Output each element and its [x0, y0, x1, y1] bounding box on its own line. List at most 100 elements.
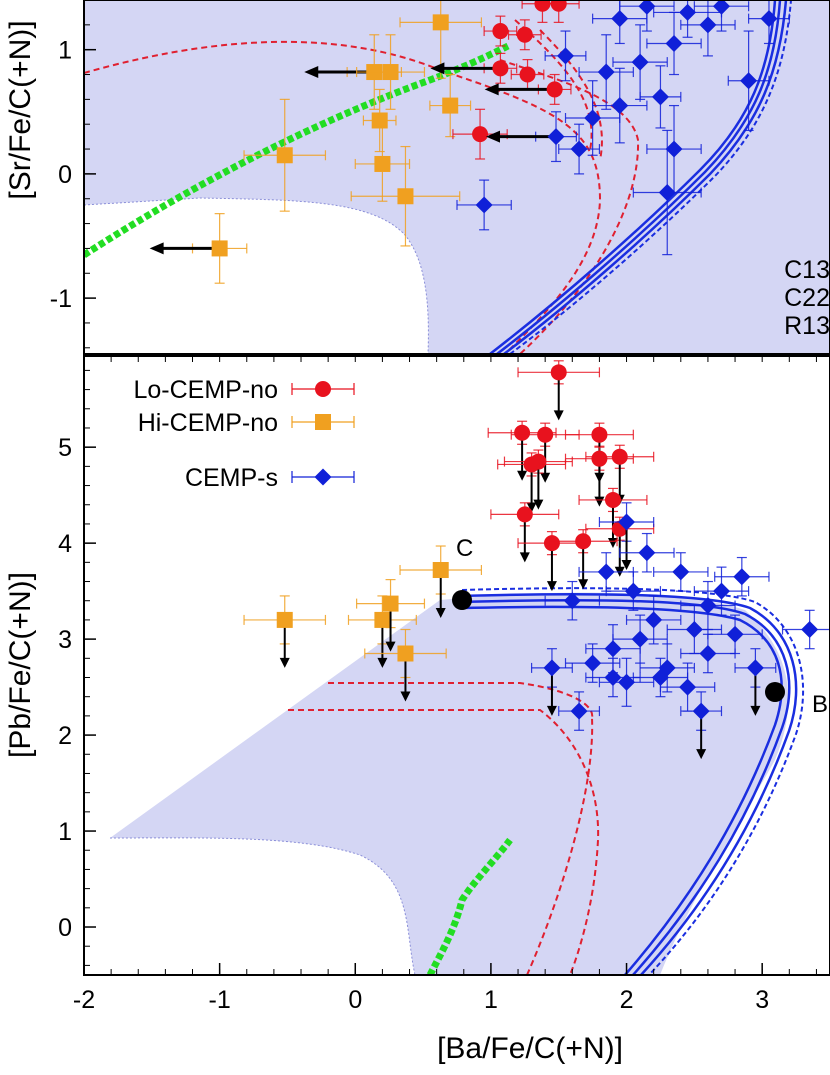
- cemp-s-marker: [638, 0, 656, 15]
- cemp-s-marker: [692, 702, 710, 720]
- cemp-s-marker: [685, 621, 703, 638]
- limit-arrow-head: [519, 552, 530, 563]
- cemp-s-marker: [733, 568, 751, 586]
- cemp-s-marker: [665, 140, 683, 158]
- cemp-s-marker: [570, 140, 588, 158]
- top-panel: -1 0 1 [Sr/Fe/C(+N)] C13 C22 R13: [4, 0, 830, 355]
- bottom-r13-model-lines: [288, 682, 600, 975]
- endpoint-c-marker: [452, 590, 472, 610]
- hi-cemp-no-marker: [442, 97, 459, 114]
- limit-arrow-head: [750, 705, 761, 716]
- limit-arrow-head: [533, 499, 544, 510]
- cemp-s-marker: [638, 544, 656, 562]
- cemp-s-marker: [557, 47, 574, 65]
- cemp-s-point: [598, 502, 655, 571]
- legend-marker-lo: [315, 381, 331, 397]
- cemp-s-marker: [543, 659, 561, 677]
- lo-cemp-no-marker: [575, 533, 592, 550]
- lo-cemp-no-marker: [523, 456, 540, 473]
- cemp-s-point: [693, 0, 750, 32]
- cemp-s-marker: [726, 625, 744, 643]
- limit-arrow-head: [435, 608, 446, 619]
- cemp-s-point: [639, 65, 682, 129]
- cemp-s-point: [578, 552, 634, 592]
- hi-cemp-no-marker: [374, 155, 391, 172]
- bottom-c13-model-lines-dashed: [461, 587, 805, 975]
- cemp-s-marker: [584, 109, 602, 127]
- cemp-s-point: [680, 633, 736, 674]
- cemp-s-marker: [584, 654, 602, 672]
- lo-cemp-no-marker: [537, 426, 554, 443]
- lo-cemp-no-point: [503, 449, 573, 510]
- bottom-y-ticks: 0 1 2 3 4 5: [58, 369, 96, 966]
- cemp-s-point: [558, 123, 601, 175]
- limit-arrow-head: [385, 641, 396, 652]
- cemp-s-point: [653, 552, 709, 592]
- hi-cemp-no-marker: [397, 645, 414, 662]
- lo-cemp-no-marker: [516, 26, 533, 43]
- lo-cemp-no-point: [484, 73, 572, 105]
- xtick-label: -2: [73, 986, 95, 1014]
- limit-arrow-head: [546, 705, 557, 716]
- lo-cemp-no-marker: [492, 60, 509, 77]
- cemp-s-marker: [631, 53, 649, 71]
- bottom-ytick-label: 3: [58, 626, 72, 654]
- top-model-shaded-region: [84, 0, 830, 354]
- model-legend-c22: C22: [784, 284, 830, 312]
- lo-cemp-no-marker: [519, 66, 536, 83]
- endpoint-b-label: B: [812, 691, 828, 718]
- limit-arrow-head: [621, 560, 632, 571]
- limit-arrow-head: [400, 691, 411, 702]
- limit-arrow-head: [149, 242, 164, 255]
- cemp-s-marker: [604, 669, 622, 686]
- hi-cemp-no-point: [243, 98, 327, 212]
- hi-cemp-no-marker: [211, 240, 228, 257]
- cemp-s-point: [578, 34, 634, 110]
- limit-arrow-head: [486, 130, 501, 143]
- hi-cemp-no-point: [399, 545, 483, 619]
- cemp-s-marker: [651, 669, 669, 686]
- lo-cemp-no-marker: [472, 126, 489, 143]
- cemp-s-marker: [713, 582, 730, 600]
- hi-cemp-no-marker: [382, 64, 399, 81]
- cemp-s-point: [714, 556, 770, 597]
- lo-cemp-no-point: [548, 529, 618, 590]
- hi-cemp-no-point: [364, 628, 447, 702]
- hi-cemp-no-marker: [276, 611, 293, 628]
- hi-cemp-no-point: [149, 213, 248, 284]
- top-plot-frame: [83, 0, 830, 355]
- limit-arrow-head: [526, 502, 537, 513]
- xtick-label: 2: [620, 986, 634, 1014]
- xtick-label: 1: [484, 986, 498, 1014]
- lo-cemp-no-point: [510, 422, 580, 483]
- cemp-s-point: [558, 691, 601, 731]
- lo-cemp-no-marker: [604, 491, 621, 508]
- top-c22-model-line: [84, 42, 510, 258]
- top-ytick-label: -1: [50, 285, 72, 313]
- bottom-shade-boundary: [109, 837, 416, 975]
- cemp-s-marker: [597, 563, 615, 581]
- cemp-s-marker: [563, 592, 581, 610]
- bottom-ytick-label: 1: [58, 818, 72, 846]
- cemp-s-marker: [746, 659, 764, 677]
- legend-label-hi-cemp-no: Hi-CEMP-no: [138, 409, 278, 437]
- hi-cemp-no-point: [350, 145, 461, 247]
- limit-arrow-head: [279, 657, 290, 668]
- legend-item-hi-cemp-no: Hi-CEMP-no: [138, 409, 355, 437]
- cemp-s-marker: [740, 72, 758, 90]
- top-y-axis-label: [Sr/Fe/C(+N)]: [4, 20, 37, 199]
- cemp-s-marker: [570, 702, 588, 720]
- lo-cemp-no-marker: [591, 426, 608, 443]
- cemp-s-point: [612, 24, 668, 100]
- cemp-s-marker: [475, 196, 493, 214]
- cemp-s-marker: [713, 0, 730, 15]
- top-ytick-label: 1: [58, 37, 72, 65]
- lo-cemp-no-point: [517, 360, 601, 421]
- cemp-s-marker: [658, 184, 676, 202]
- cemp-s-marker: [679, 678, 697, 696]
- cemp-s-point: [680, 691, 723, 760]
- hi-cemp-no-marker: [432, 14, 449, 31]
- legend-label-lo-cemp-no: Lo-CEMP-no: [134, 376, 279, 404]
- x-axis-label: [Ba/Fe/C(+N)]: [437, 1032, 623, 1065]
